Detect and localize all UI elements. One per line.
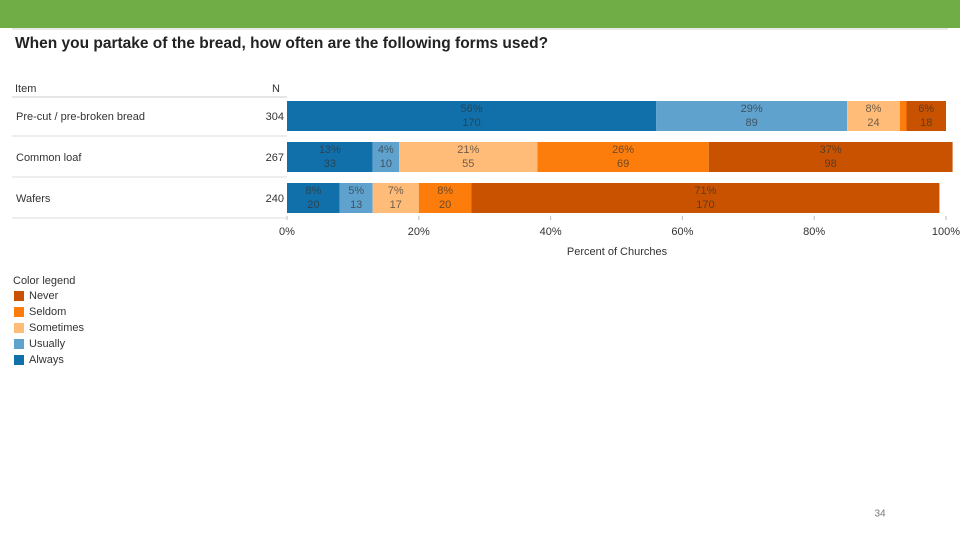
bar-segment bbox=[287, 142, 373, 172]
segment-count: 24 bbox=[867, 117, 879, 129]
legend-swatch bbox=[14, 339, 24, 349]
x-tick-label: 100% bbox=[932, 226, 960, 238]
segment-percent: 21% bbox=[457, 144, 479, 156]
legend-label: Seldom bbox=[29, 306, 66, 318]
bar-segment bbox=[656, 101, 848, 131]
segment-percent: 8% bbox=[305, 185, 321, 197]
segment-percent: 8% bbox=[866, 103, 882, 115]
legend-label: Sometimes bbox=[29, 322, 85, 334]
page-number: 34 bbox=[874, 509, 886, 520]
segment-count: 98 bbox=[825, 158, 837, 170]
bar-segment bbox=[372, 142, 400, 172]
segment-count: 10 bbox=[380, 158, 392, 170]
segment-count: 20 bbox=[307, 199, 319, 211]
segment-percent: 71% bbox=[694, 185, 716, 197]
segment-percent: 13% bbox=[319, 144, 341, 156]
title-rule bbox=[12, 28, 948, 30]
row-n: 267 bbox=[266, 152, 284, 164]
row-label: Pre-cut / pre-broken bread bbox=[16, 111, 145, 123]
bar-segment bbox=[418, 183, 472, 213]
legend-swatch bbox=[14, 355, 24, 365]
legend-label: Always bbox=[29, 354, 64, 366]
segment-count: 55 bbox=[462, 158, 474, 170]
bar-segment bbox=[287, 183, 340, 213]
legend-swatch bbox=[14, 291, 24, 301]
item-header: Item bbox=[15, 83, 36, 95]
segment-percent: 6% bbox=[918, 103, 934, 115]
legend-swatch bbox=[14, 307, 24, 317]
bar-segment bbox=[906, 101, 946, 131]
row-label: Wafers bbox=[16, 193, 51, 205]
bar-segment bbox=[708, 142, 953, 172]
segment-count: 89 bbox=[745, 117, 757, 129]
segment-count: 69 bbox=[617, 158, 629, 170]
row-label: Common loaf bbox=[16, 152, 82, 164]
x-tick-label: 60% bbox=[671, 226, 693, 238]
segment-percent: 56% bbox=[461, 103, 483, 115]
segment-count: 170 bbox=[696, 199, 714, 211]
top-band bbox=[0, 0, 960, 28]
n-header: N bbox=[272, 83, 280, 95]
x-tick-label: 20% bbox=[408, 226, 430, 238]
segment-count: 20 bbox=[439, 199, 451, 211]
segment-count: 17 bbox=[390, 199, 402, 211]
segment-percent: 26% bbox=[612, 144, 634, 156]
x-tick-label: 40% bbox=[540, 226, 562, 238]
segment-percent: 29% bbox=[741, 103, 763, 115]
x-tick-label: 0% bbox=[279, 226, 295, 238]
bar-segment bbox=[287, 101, 657, 131]
bar-segment bbox=[847, 101, 900, 131]
segment-percent: 4% bbox=[378, 144, 394, 156]
segment-percent: 8% bbox=[437, 185, 453, 197]
segment-percent: 5% bbox=[348, 185, 364, 197]
bar-segment bbox=[899, 101, 907, 131]
legend-title: Color legend bbox=[13, 275, 75, 287]
segment-count: 33 bbox=[324, 158, 336, 170]
legend-swatch bbox=[14, 323, 24, 333]
segment-count: 18 bbox=[920, 117, 932, 129]
bar-segment bbox=[339, 183, 373, 213]
legend-label: Never bbox=[29, 290, 59, 302]
row-n: 240 bbox=[266, 193, 284, 205]
x-tick-label: 80% bbox=[803, 226, 825, 238]
legend-label: Usually bbox=[29, 338, 66, 350]
chart-title: When you partake of the bread, how often… bbox=[15, 35, 548, 52]
segment-percent: 7% bbox=[388, 185, 404, 197]
segment-percent: 37% bbox=[820, 144, 842, 156]
segment-count: 170 bbox=[462, 117, 480, 129]
row-n: 304 bbox=[266, 111, 284, 123]
bar-segment bbox=[471, 183, 940, 213]
bar-segment bbox=[372, 183, 419, 213]
bar-segment bbox=[537, 142, 709, 172]
x-axis-title: Percent of Churches bbox=[567, 246, 668, 258]
bar-segment bbox=[399, 142, 538, 172]
segment-count: 13 bbox=[350, 199, 362, 211]
